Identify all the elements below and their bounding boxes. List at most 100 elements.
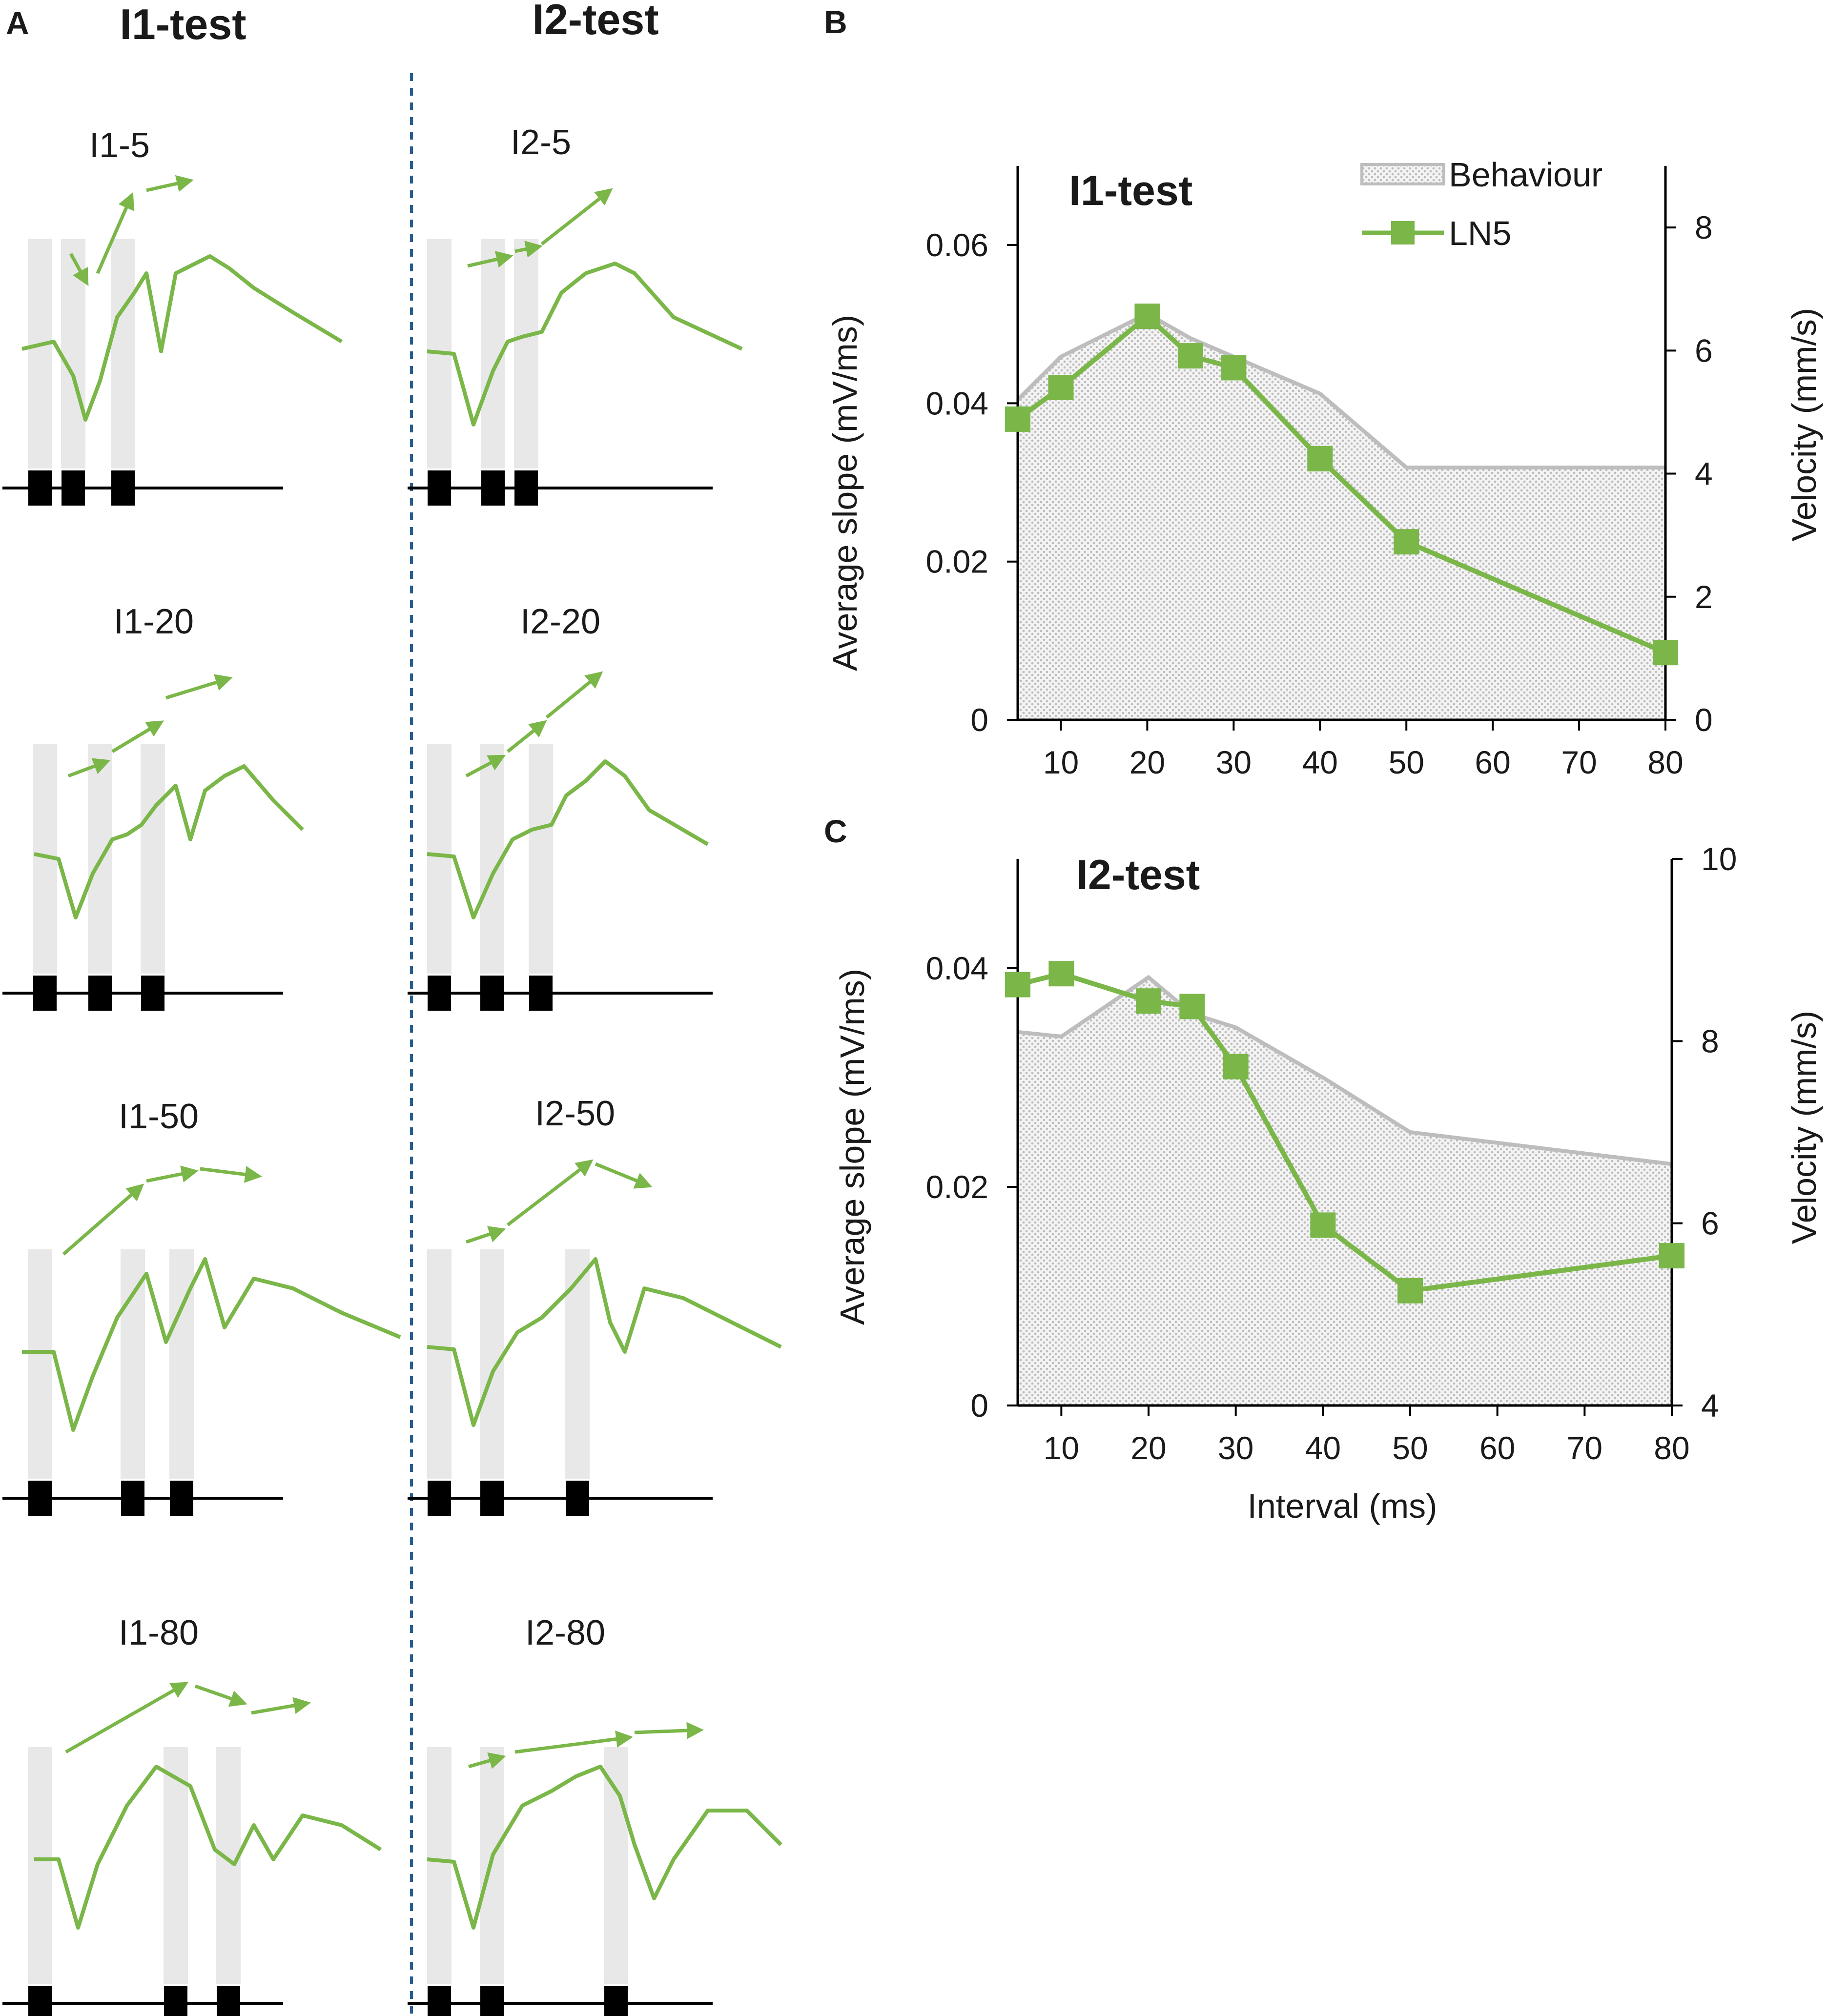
chart-panel-b: I1-test Behaviour LN5 Average slope (mV/… [826, 156, 1823, 780]
stimulus-pulse-i1-0-1 [62, 470, 85, 506]
ln5-point-c-10 [1048, 961, 1074, 987]
behaviour-area-b [1018, 313, 1665, 720]
x-tick-label-b-30: 30 [1216, 744, 1252, 780]
lfp-trace-i1-1 [34, 764, 304, 919]
lfp-trace-i1-2 [22, 1257, 401, 1432]
lfp-trace-i2-0 [427, 262, 743, 427]
ln5-point-b-5 [1005, 406, 1030, 432]
ln5-line-c [1017, 971, 1672, 1294]
ln5-point-c-50 [1397, 1278, 1423, 1303]
chart-b-ylabel: Average slope (mV/ms) [826, 315, 864, 671]
trace-label-i2-80: I2-80 [525, 1613, 605, 1652]
chart-panel-c: I2-test Average slope (mV/ms) Velocity (… [833, 841, 1823, 1525]
slope-arrow-i1-2-0 [62, 1183, 144, 1256]
trace-label-i1-5: I1-5 [89, 126, 150, 165]
lfp-trace-i1-3 [34, 1765, 382, 1930]
column-title-i2: I2-test [532, 0, 658, 43]
stimulus-pulse-i1-3-0 [28, 1986, 52, 2016]
stim-band-i1-0-0 [28, 239, 52, 468]
stimulus-pulse-i1-3-2 [217, 1986, 240, 2016]
slope-arrow-i1-2-2 [200, 1166, 262, 1183]
chart-b-y2label: Velocity (mm/s) [1785, 308, 1823, 541]
slope-arrow-i2-3-0 [468, 1752, 506, 1769]
slope-arrow-i2-0-1 [514, 241, 543, 258]
legend-behaviour-label: Behaviour [1449, 156, 1602, 194]
stim-band-i1-3-0 [28, 1747, 52, 1984]
ln5-point-b-50 [1394, 529, 1419, 555]
slope-arrow-i1-1-1 [111, 720, 164, 753]
ln5-point-b-10 [1048, 375, 1074, 400]
stim-band-i1-3-2 [216, 1747, 241, 1984]
x-tick-label-b-20: 20 [1130, 744, 1165, 780]
slope-arrow-i1-0-0 [96, 192, 134, 274]
chart-c-y2label: Velocity (mm/s) [1785, 1011, 1823, 1244]
x-tick-label-b-60: 60 [1475, 744, 1510, 780]
slope-arrow-i1-3-1 [194, 1684, 247, 1707]
x-tick-label-c-40: 40 [1305, 1430, 1341, 1466]
slope-arrow-i2-0-2 [540, 188, 613, 245]
legend-behaviour-swatch [1360, 163, 1445, 185]
slope-arrow-i2-3-2 [634, 1722, 704, 1739]
stim-band-i2-1-2 [529, 744, 553, 974]
trace-label-i2-50: I2-50 [535, 1094, 615, 1133]
slope-arrow-i2-1-2 [545, 671, 603, 719]
stimulus-pulse-i2-0-1 [481, 470, 505, 506]
y-tick-label-c-1: 0.02 [926, 1169, 988, 1205]
slope-arrow-i1-1-2 [165, 674, 233, 700]
lfp-trace-i1-0 [21, 254, 343, 422]
stimulus-pulse-i2-0-0 [428, 470, 451, 506]
ln5-point-b-20 [1134, 304, 1160, 329]
y-tick-label-b-2: 0.04 [926, 385, 988, 421]
slope-arrow-i1-3-0 [65, 1682, 189, 1754]
y2-tick-label-c-8: 8 [1701, 1023, 1719, 1059]
behaviour-line-b [1016, 311, 1665, 469]
x-tick-label-b-10: 10 [1043, 744, 1079, 780]
slope-arrow-i2-2-2 [595, 1162, 653, 1189]
slope-arrow-i1-3-2 [251, 1697, 311, 1715]
ln5-point-c-40 [1310, 1212, 1336, 1238]
x-tick-label-b-80: 80 [1647, 744, 1683, 780]
stim-band-i2-1-0 [427, 744, 452, 974]
y-tick-label-b-3: 0.06 [926, 227, 988, 263]
ln5-point-c-20 [1136, 988, 1161, 1014]
behaviour-line-c [1017, 975, 1672, 1166]
x-tick-label-c-20: 20 [1130, 1430, 1166, 1466]
x-tick-label-c-70: 70 [1567, 1430, 1602, 1466]
y2-tick-label-c-10: 10 [1701, 841, 1737, 877]
slope-arrow-i2-1-1 [506, 720, 547, 753]
slope-arrow-i1-2-1 [146, 1165, 199, 1183]
legend-ln5-marker [1391, 221, 1415, 244]
stim-band-i2-0-2 [514, 239, 538, 468]
chart-b-title: I1-test [1069, 167, 1192, 214]
ln5-point-c-5 [1005, 972, 1030, 998]
y-tick-label-b-0: 0 [970, 702, 988, 738]
stimulus-pulse-i2-0-2 [514, 470, 538, 506]
panel-label-b: B [824, 4, 847, 40]
stimulus-pulse-i1-2-0 [28, 1481, 52, 1516]
slope-arrow-i2-3-1 [514, 1731, 633, 1754]
x-tick-label-c-60: 60 [1479, 1430, 1515, 1466]
stim-band-i1-0-2 [111, 239, 135, 468]
trace-label-i1-50: I1-50 [119, 1097, 199, 1136]
slope-arrow-i1-0-1 [146, 175, 194, 192]
trace-label-i1-80: I1-80 [119, 1613, 199, 1652]
stim-band-i1-2-2 [169, 1249, 194, 1479]
panel-label-a: A [6, 5, 29, 41]
stimulus-pulse-i1-1-2 [141, 976, 164, 1011]
stim-band-i1-3-1 [164, 1747, 188, 1984]
trace-label-i1-20: I1-20 [114, 602, 194, 641]
stimulus-pulse-i1-2-1 [121, 1481, 144, 1516]
behaviour-area-c [1018, 977, 1672, 1405]
chart-b-legend: Behaviour LN5 [1360, 156, 1602, 252]
x-tick-label-b-50: 50 [1388, 744, 1424, 780]
ln5-point-c-25 [1179, 994, 1205, 1019]
ln5-point-c-80 [1659, 1243, 1684, 1269]
slope-arrow-i1-0-2 [69, 253, 89, 286]
stimulus-pulse-i1-0-0 [28, 470, 52, 506]
stimulus-pulse-i2-3-0 [428, 1986, 451, 2016]
ln5-line-b [1016, 313, 1666, 655]
x-tick-label-b-40: 40 [1302, 744, 1338, 780]
stimulus-pulse-i2-3-1 [480, 1986, 504, 2016]
y2-tick-label-b-0: 0 [1695, 702, 1713, 738]
slope-arrow-i1-1-0 [67, 758, 111, 778]
